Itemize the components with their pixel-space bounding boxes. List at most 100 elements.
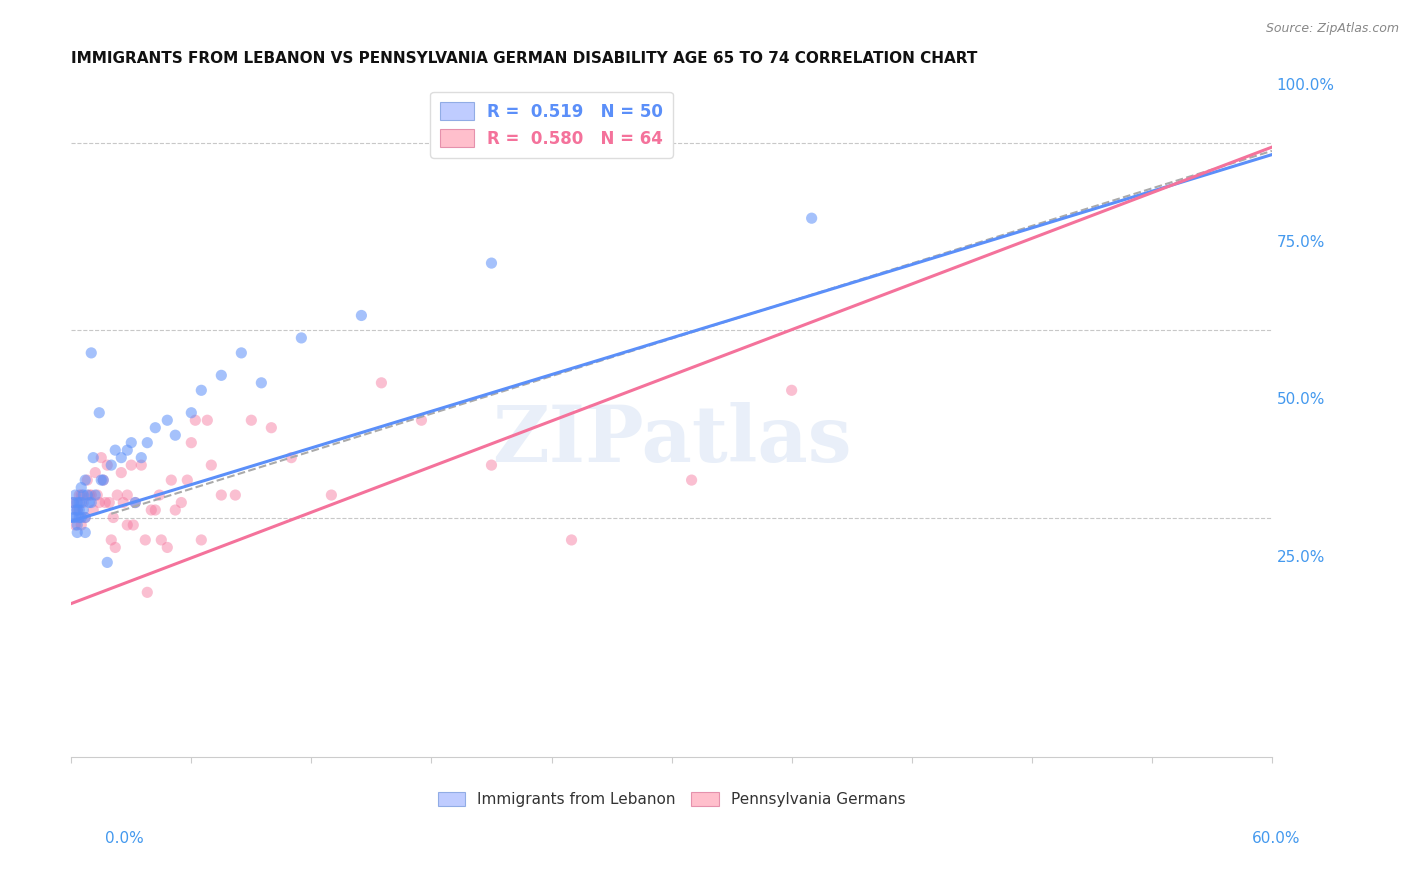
Point — [231, 346, 253, 360]
Point — [110, 466, 132, 480]
Point — [75, 473, 97, 487]
Point — [224, 488, 246, 502]
Point — [180, 435, 202, 450]
Point — [143, 503, 166, 517]
Point — [150, 533, 173, 547]
Point — [80, 495, 103, 509]
Point — [240, 413, 263, 427]
Point — [124, 495, 146, 509]
Point — [280, 450, 302, 465]
Point — [91, 473, 114, 487]
Point — [180, 406, 202, 420]
Point — [72, 495, 94, 509]
Point — [100, 458, 122, 472]
Point — [170, 495, 193, 509]
Text: ZIPatlas: ZIPatlas — [492, 402, 852, 478]
Point — [160, 473, 183, 487]
Point — [84, 466, 107, 480]
Point — [120, 435, 142, 450]
Point — [165, 503, 187, 517]
Point — [156, 413, 179, 427]
Point — [110, 450, 132, 465]
Point — [190, 533, 212, 547]
Point — [350, 309, 373, 323]
Point — [62, 510, 84, 524]
Point — [77, 488, 100, 502]
Point — [800, 211, 823, 226]
Point — [112, 495, 135, 509]
Text: 60.0%: 60.0% — [1253, 831, 1301, 846]
Point — [120, 458, 142, 472]
Point — [80, 346, 103, 360]
Point — [75, 510, 97, 524]
Point — [165, 428, 187, 442]
Text: Source: ZipAtlas.com: Source: ZipAtlas.com — [1265, 22, 1399, 36]
Point — [65, 503, 87, 517]
Point — [72, 503, 94, 517]
Point — [143, 420, 166, 434]
Point — [200, 458, 222, 472]
Point — [91, 473, 114, 487]
Point — [80, 488, 103, 502]
Point — [70, 495, 93, 509]
Point — [66, 503, 89, 517]
Point — [70, 510, 93, 524]
Point — [481, 458, 503, 472]
Point — [250, 376, 273, 390]
Point — [176, 473, 198, 487]
Point — [136, 585, 159, 599]
Point — [260, 420, 283, 434]
Point — [117, 443, 139, 458]
Point — [117, 518, 139, 533]
Point — [100, 533, 122, 547]
Point — [70, 518, 93, 533]
Point — [96, 555, 118, 569]
Point — [62, 495, 84, 509]
Point — [209, 368, 232, 383]
Point — [136, 435, 159, 450]
Point — [94, 495, 117, 509]
Point — [321, 488, 343, 502]
Point — [156, 541, 179, 555]
Legend: Immigrants from Lebanon, Pennsylvania Germans: Immigrants from Lebanon, Pennsylvania Ge… — [432, 786, 911, 814]
Text: IMMIGRANTS FROM LEBANON VS PENNSYLVANIA GERMAN DISABILITY AGE 65 TO 74 CORRELATI: IMMIGRANTS FROM LEBANON VS PENNSYLVANIA … — [72, 51, 977, 66]
Point — [82, 503, 104, 517]
Point — [780, 384, 803, 398]
Point — [70, 481, 93, 495]
Point — [105, 488, 128, 502]
Point — [96, 458, 118, 472]
Point — [76, 488, 98, 502]
Point — [66, 495, 89, 509]
Point — [70, 488, 93, 502]
Point — [82, 450, 104, 465]
Point — [62, 495, 84, 509]
Point — [209, 488, 232, 502]
Point — [77, 495, 100, 509]
Point — [90, 473, 112, 487]
Point — [67, 488, 90, 502]
Point — [129, 458, 152, 472]
Point — [122, 518, 145, 533]
Text: 0.0%: 0.0% — [105, 831, 145, 846]
Point — [481, 256, 503, 270]
Point — [148, 488, 170, 502]
Point — [66, 518, 89, 533]
Point — [67, 510, 90, 524]
Point — [195, 413, 218, 427]
Point — [141, 503, 163, 517]
Point — [65, 510, 87, 524]
Point — [103, 510, 125, 524]
Point — [129, 450, 152, 465]
Point — [681, 473, 703, 487]
Point — [104, 541, 127, 555]
Point — [90, 450, 112, 465]
Point — [184, 413, 207, 427]
Point — [370, 376, 392, 390]
Point — [89, 495, 111, 509]
Point — [67, 503, 90, 517]
Point — [76, 473, 98, 487]
Point — [89, 406, 111, 420]
Point — [65, 518, 87, 533]
Point — [190, 384, 212, 398]
Point — [75, 510, 97, 524]
